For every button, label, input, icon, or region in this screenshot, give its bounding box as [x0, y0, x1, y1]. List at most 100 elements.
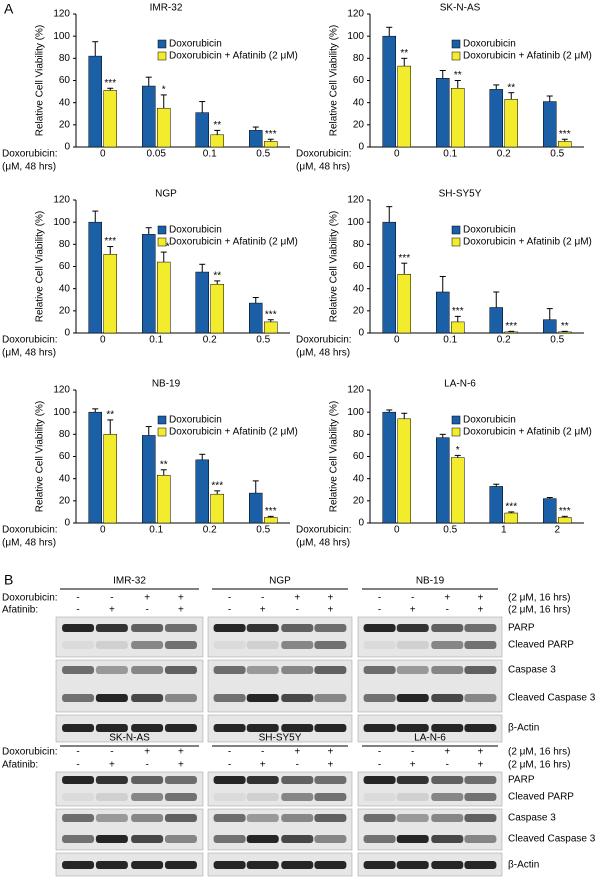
blot-band [363, 776, 396, 784]
treatment-sign: + [477, 747, 483, 758]
y-tick-label: 80 [59, 53, 71, 64]
blot-band [281, 724, 314, 732]
treatment-sign: + [260, 605, 266, 616]
blot-band [164, 694, 197, 702]
legend-swatch [157, 415, 167, 425]
y-tick-label: 0 [358, 328, 364, 339]
blot-band [213, 835, 246, 843]
treatment-note: (2 μM, 16 hrs) [508, 760, 570, 771]
y-tick-label: 0 [64, 328, 70, 339]
blot-band [164, 835, 197, 843]
blot-band [314, 814, 347, 822]
legend-label: Doxorubicin [463, 225, 516, 236]
panel-label: B [4, 572, 13, 588]
treatment-sign: - [228, 605, 231, 616]
x-tick-label: 0.5 [550, 335, 564, 346]
x-axis-unit: (μM, 48 hrs) [296, 348, 350, 359]
treatment-sign: + [260, 760, 266, 771]
treatment-sign: + [178, 747, 184, 758]
blot-band [281, 835, 314, 843]
cell-line-label: SK-N-AS [109, 733, 150, 744]
blot-band [431, 724, 464, 732]
y-tick-label: 100 [347, 217, 364, 228]
bar [88, 55, 102, 148]
blot-band [396, 814, 429, 822]
y-axis-label: Relative Cell Viability (%) [35, 25, 46, 137]
treatment-sign: + [178, 593, 184, 604]
blot-band [281, 861, 314, 869]
y-tick-label: 20 [59, 305, 71, 316]
blot-band [62, 666, 95, 674]
treatment-sign: + [477, 593, 483, 604]
treatment-sign: + [144, 593, 150, 604]
blot-band [396, 835, 429, 843]
blot-band [464, 694, 497, 702]
band-label: Caspase 3 [508, 665, 556, 676]
treatment-sign: - [378, 760, 381, 771]
band-label: Cleaved PARP [508, 792, 574, 803]
blot-band [431, 793, 464, 801]
x-tick-label: 0.2 [497, 335, 511, 346]
bar [210, 493, 224, 524]
blot-band [396, 861, 429, 869]
blot-band [164, 624, 197, 632]
treatment-sign: - [261, 593, 264, 604]
x-axis-label: Doxorubicin: [2, 335, 58, 346]
y-tick-label: 100 [347, 407, 364, 418]
blot-band [246, 814, 279, 822]
y-axis-label: Relative Cell Viability (%) [35, 401, 46, 513]
blot-band [131, 835, 164, 843]
treatment-sign: - [76, 605, 79, 616]
treatment-sign: - [145, 605, 148, 616]
legend-swatch [157, 427, 167, 437]
x-tick-label: 0.5 [256, 335, 270, 346]
y-tick-label: 120 [347, 195, 364, 206]
significance: *** [559, 506, 571, 517]
legend-label: Doxorubicin [463, 39, 516, 50]
blot-band [213, 814, 246, 822]
significance: *** [265, 309, 277, 320]
bar [436, 78, 450, 148]
blot-band [62, 793, 95, 801]
blot-band [246, 776, 279, 784]
x-tick-label: 0.1 [443, 335, 457, 346]
x-axis-unit: (μM, 48 hrs) [2, 348, 56, 359]
significance: ** [507, 82, 515, 93]
x-tick-label: 0 [100, 335, 106, 346]
treatment-label: Doxorubicin: [2, 747, 58, 758]
x-tick-label: 0 [394, 525, 400, 536]
y-tick-label: 80 [59, 429, 71, 440]
x-tick-label: 0 [100, 149, 106, 160]
bar [195, 459, 209, 524]
blot-band [95, 814, 128, 822]
x-axis-label: Doxorubicin: [2, 525, 58, 536]
cell-line-label: LA-N-6 [414, 733, 446, 744]
blot-band [164, 641, 197, 649]
y-tick-label: 80 [353, 429, 365, 440]
bar [142, 234, 156, 334]
bar [210, 283, 224, 334]
bar [142, 85, 156, 148]
blot-band [431, 694, 464, 702]
band-label: Caspase 3 [508, 813, 556, 824]
blot-band [213, 666, 246, 674]
chart-title: SK-N-AS [440, 3, 481, 14]
treatment-sign: - [378, 747, 381, 758]
legend-swatch [451, 39, 461, 49]
bar [436, 437, 450, 524]
bar [249, 302, 263, 334]
bar [382, 35, 396, 148]
x-tick-label: 0.1 [443, 149, 457, 160]
blot [207, 616, 353, 658]
blot-band [95, 793, 128, 801]
y-tick-label: 40 [353, 97, 365, 108]
bar [249, 130, 263, 148]
treatment-note: (2 μM, 16 hrs) [508, 593, 570, 604]
blot-band [363, 624, 396, 632]
blot-band [246, 666, 279, 674]
bar [451, 88, 465, 148]
x-axis-unit: (μM, 48 hrs) [2, 162, 56, 173]
bar [504, 331, 518, 334]
bar [397, 418, 411, 524]
x-axis-label: Doxorubicin: [296, 149, 352, 160]
